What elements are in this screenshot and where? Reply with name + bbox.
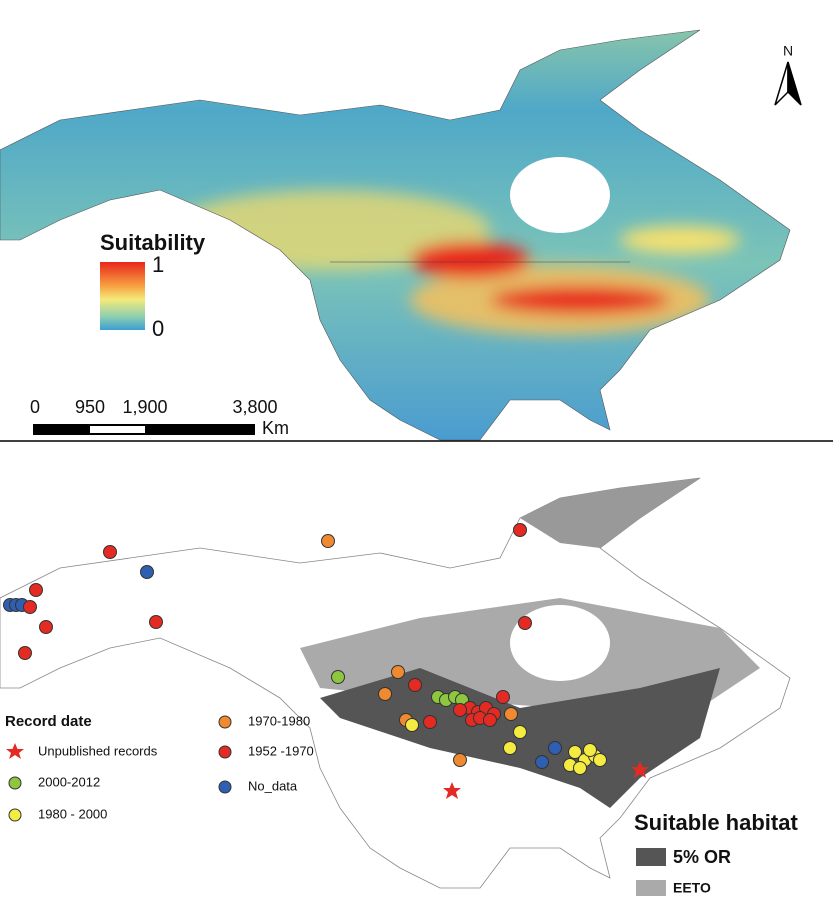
legend-gradient — [100, 262, 145, 330]
scale-label: 1,900 — [122, 397, 167, 417]
record-point — [535, 755, 549, 769]
record-point — [18, 646, 32, 660]
record-point — [39, 620, 53, 634]
legend-dot — [8, 776, 22, 790]
legend-dot — [8, 808, 22, 822]
record-point — [568, 745, 582, 759]
habitat-swatch — [636, 880, 666, 896]
hudson-bay — [510, 605, 610, 681]
record-point — [408, 678, 422, 692]
record-point — [573, 761, 587, 775]
record-point — [513, 725, 527, 739]
land-outline — [0, 29, 791, 441]
north-arrow — [787, 61, 802, 106]
record-point — [583, 743, 597, 757]
zone-red — [490, 286, 670, 314]
legend-entry: No_data — [248, 778, 298, 793]
record-point — [504, 707, 518, 721]
scale-bar-segment — [90, 426, 145, 433]
record-point — [518, 616, 532, 630]
scale-label: 950 — [75, 397, 105, 417]
scale-label: 0 — [30, 397, 40, 417]
habitat-eeto — [520, 478, 700, 548]
legend-dot — [218, 715, 232, 729]
legend-star — [6, 743, 24, 759]
legend-entry: 1970-1980 — [248, 713, 310, 728]
record-point — [140, 565, 154, 579]
record-point — [405, 718, 419, 732]
unpublished-record — [631, 761, 649, 778]
record-point — [453, 753, 467, 767]
record-point — [503, 741, 517, 755]
legend-entry: 1952 -1970 — [248, 743, 314, 758]
habitat-legend-title: Suitable habitat — [634, 810, 798, 835]
suitability-hotspots — [170, 190, 740, 335]
legend-dot — [218, 745, 232, 759]
record-point — [23, 600, 37, 614]
habitat-entry: EETO — [673, 880, 711, 896]
record-point — [548, 741, 562, 755]
legend-high: 1 — [152, 252, 164, 277]
record-point — [513, 523, 527, 537]
record-point — [321, 534, 335, 548]
scale-unit: Km — [262, 418, 289, 438]
unpublished-record — [443, 782, 461, 799]
record-point — [331, 670, 345, 684]
record-point — [391, 665, 405, 679]
record-point — [149, 615, 163, 629]
record-point — [593, 753, 607, 767]
legend-title: Suitability — [100, 230, 206, 255]
record-point — [423, 715, 437, 729]
record-point — [483, 713, 497, 727]
legend-dot — [218, 780, 232, 794]
habitat-entry: 5% OR — [673, 847, 731, 867]
scale-label: 3,800 — [232, 397, 277, 417]
record-point — [103, 545, 117, 559]
legend-entry: 2000-2012 — [38, 774, 100, 789]
legend-entry: Unpublished records — [38, 743, 158, 758]
hudson-bay — [510, 157, 610, 233]
record-points — [3, 523, 649, 799]
record-legend-title: Record date — [5, 713, 92, 730]
zone-red — [410, 242, 530, 278]
record-point — [378, 687, 392, 701]
habitat-swatch — [636, 848, 666, 866]
legend-entry: 1980 - 2000 — [38, 806, 107, 821]
record-point — [453, 703, 467, 717]
zone-yellow — [620, 226, 740, 254]
north-label: N — [783, 43, 793, 59]
record-point — [496, 690, 510, 704]
legend-low: 0 — [152, 316, 164, 341]
record-point — [29, 583, 43, 597]
